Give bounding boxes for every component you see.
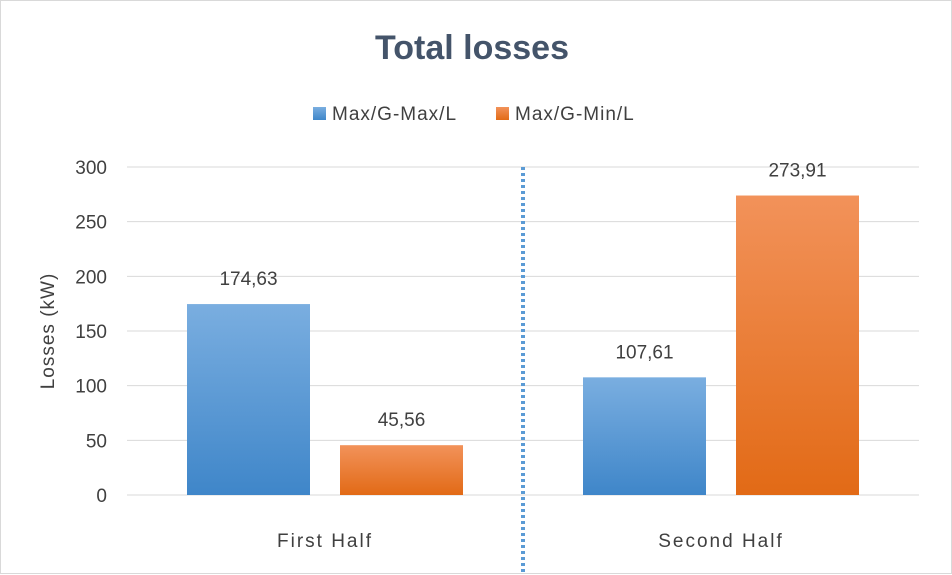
y-tick-label: 200 — [75, 267, 107, 288]
category-label: Second Half — [658, 531, 784, 552]
legend-entry-label: Max/G-Min/L — [515, 104, 635, 125]
bar-Max/G-Min/L-Second Half — [736, 195, 859, 495]
chart-title: Total losses — [375, 29, 569, 67]
y-tick-label: 0 — [96, 486, 107, 507]
bar-Max/G-Max/L-First Half — [187, 304, 310, 495]
bar-Max/G-Min/L-First Half — [340, 445, 463, 495]
data-label: 273,91 — [768, 161, 826, 182]
y-tick-label: 100 — [75, 377, 107, 398]
y-tick-labels: 0 50 100 150 200 250 300 — [75, 158, 107, 507]
data-label: 45,56 — [378, 410, 426, 431]
data-labels: 174,63 45,56 107,61 273,91 — [219, 161, 826, 432]
y-tick-label: 150 — [75, 322, 107, 343]
data-label: 107,61 — [615, 342, 673, 363]
legend-swatch — [313, 107, 326, 120]
y-tick-label: 300 — [75, 158, 107, 179]
legend-swatch — [496, 107, 509, 120]
bar-Max/G-Max/L-Second Half — [583, 377, 706, 495]
legend: Max/G-Max/L Max/G-Min/L — [313, 104, 635, 125]
y-tick-label: 250 — [75, 213, 107, 234]
category-label: First Half — [277, 531, 373, 552]
legend-entry-label: Max/G-Max/L — [332, 104, 457, 125]
y-axis-label: Losses (kW) — [38, 273, 59, 390]
bars — [187, 195, 859, 495]
category-labels: First Half Second Half — [277, 531, 784, 552]
data-label: 174,63 — [219, 269, 277, 290]
y-tick-label: 50 — [86, 431, 107, 452]
